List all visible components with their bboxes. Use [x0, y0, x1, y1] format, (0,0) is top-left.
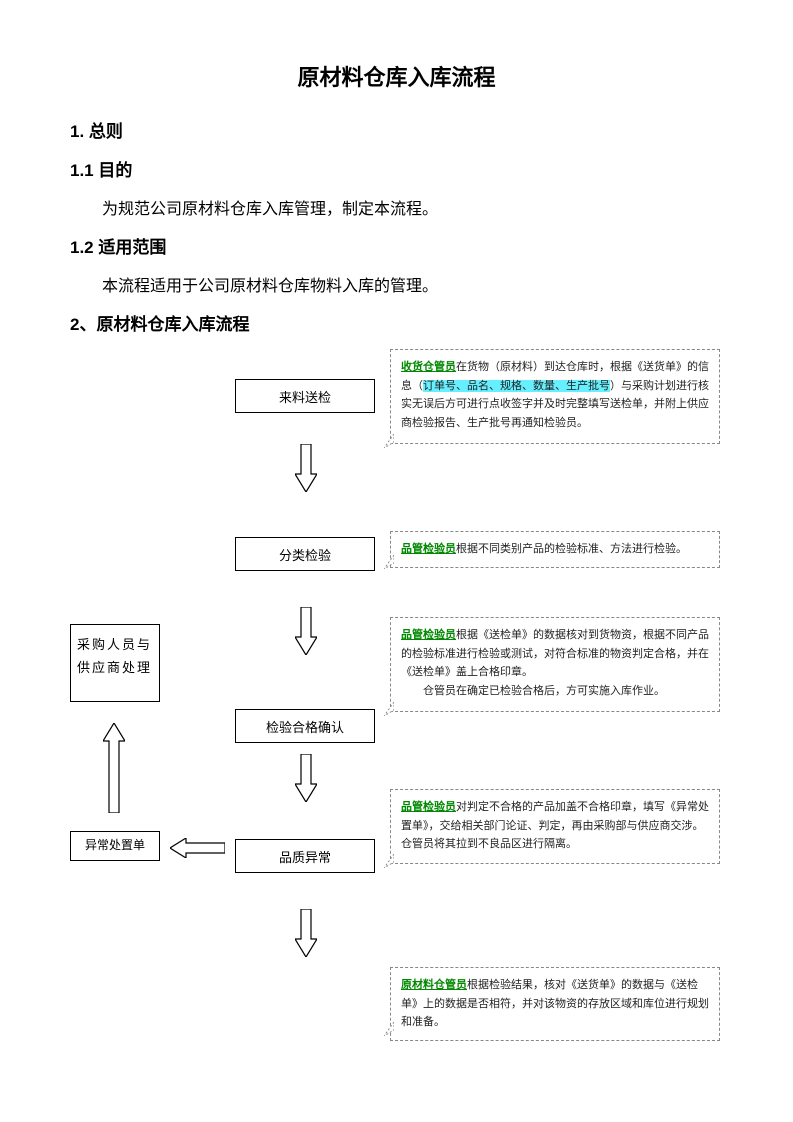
arrow-down-icon [295, 607, 317, 655]
paragraph-1-1: 为规范公司原材料仓库入库管理，制定本流程。 [70, 195, 723, 219]
note-box-5: 原材料仓管员根据检验结果，核对《送货单》的数据与《送检单》上的数据是否相符，并对… [390, 967, 720, 1041]
document-page: 原材料仓库入库流程 1. 总则 1.1 目的 为规范公司原材料仓库入库管理，制定… [0, 0, 793, 1122]
callout-tail [384, 854, 394, 873]
flow-box-confirm: 检验合格确认 [235, 709, 375, 743]
callout-tail [384, 702, 394, 721]
heading-1: 1. 总则 [70, 117, 723, 142]
flow-box-abnormal: 品质异常 [235, 839, 375, 873]
side-box-exception: 异常处置单 [70, 831, 160, 861]
heading-2: 2、原材料仓库入库流程 [70, 310, 723, 335]
callout-tail [384, 1022, 394, 1041]
arrow-down-icon [295, 444, 317, 492]
arrow-up-icon [103, 723, 125, 818]
note-box-3: 品管检验员根据《送检单》的数据核对到货物资，根据不同产品的检验标准进行检验或测试… [390, 617, 720, 712]
callout-tail [384, 555, 394, 574]
flow-box-classify: 分类检验 [235, 537, 375, 571]
flowchart: 来料送检分类检验检验合格确认品质异常 采购人员与供应商处理异常处置单 收货仓管员在货… [70, 349, 723, 1069]
heading-1-2: 1.2 适用范围 [70, 233, 723, 258]
paragraph-1-2: 本流程适用于公司原材料仓库物料入库的管理。 [70, 272, 723, 296]
note-box-2: 品管检验员根据不同类别产品的检验标准、方法进行检验。 [390, 531, 720, 568]
page-title: 原材料仓库入库流程 [70, 60, 723, 92]
note-box-1: 收货仓管员在货物（原材料）到达仓库时，根据《送货单》的信息（订单号、品名、规格、… [390, 349, 720, 444]
side-box-purchasing: 采购人员与供应商处理 [70, 624, 160, 702]
arrow-down-icon [295, 909, 317, 957]
flow-box-incoming: 来料送检 [235, 379, 375, 413]
heading-1-1: 1.1 目的 [70, 156, 723, 181]
note-box-4: 品管检验员对判定不合格的产品加盖不合格印章，填写《异常处置单》，交给相关部门论证… [390, 789, 720, 864]
arrow-down-icon [295, 754, 317, 802]
callout-tail [384, 434, 394, 453]
arrow-left-icon [170, 838, 225, 863]
